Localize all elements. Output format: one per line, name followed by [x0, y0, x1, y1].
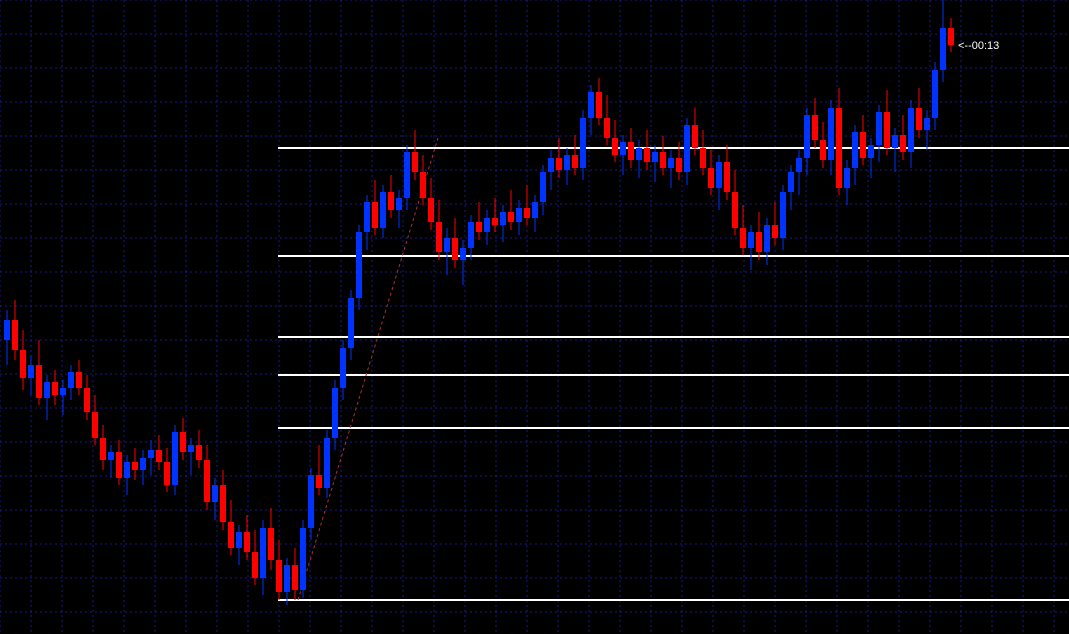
- countdown-timer: <--00:13: [958, 40, 999, 52]
- chart-canvas: [0, 0, 1069, 634]
- candlestick-chart[interactable]: <--00:13: [0, 0, 1069, 634]
